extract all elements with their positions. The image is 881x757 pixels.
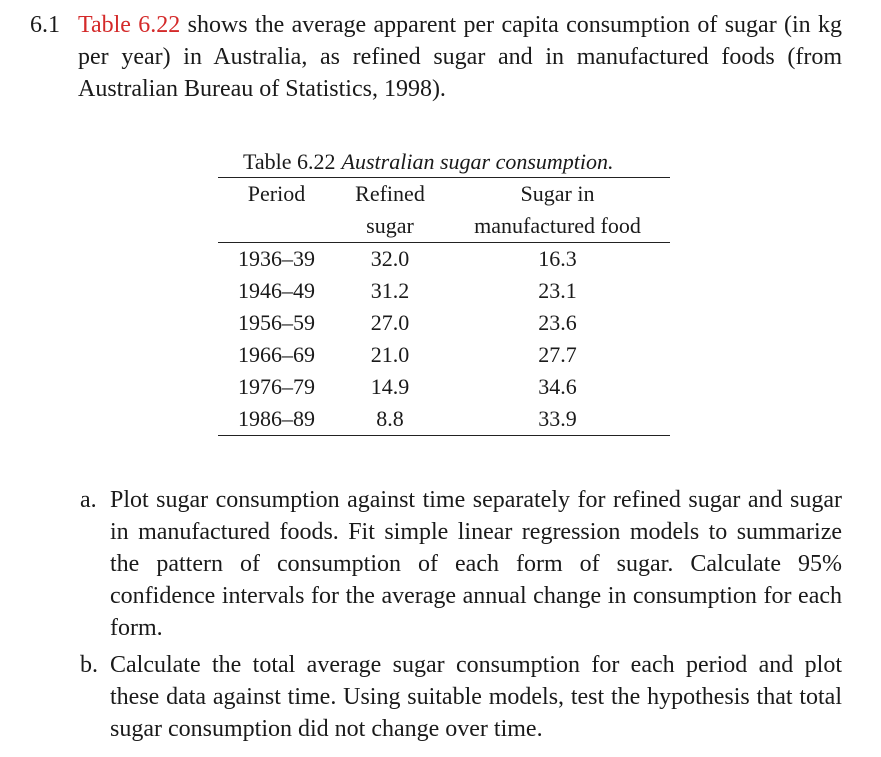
header-line: Period	[247, 181, 306, 206]
table-row: 1986–89 8.8 33.9	[218, 403, 670, 436]
question-text: Calculate the total average sugar consum…	[110, 652, 842, 742]
column-header: Sugar in manufactured food	[445, 178, 670, 243]
value-cell: 23.6	[538, 310, 577, 335]
table-row: 1956–59 27.0 23.6	[218, 307, 670, 339]
value-cell: 27.7	[538, 342, 577, 367]
value-cell: 27.0	[370, 310, 410, 335]
table-row: 1946–49 31.2 23.1	[218, 275, 670, 307]
value-cell: 23.1	[538, 278, 577, 303]
value-cell: 16.3	[538, 246, 577, 271]
table-body: 1936–39 32.0 16.3 1946–49 31.2 23.1 1956–59 27.…	[218, 243, 670, 436]
value-cell: 34.6	[538, 374, 577, 399]
value-cell: 31.2	[370, 278, 410, 303]
table-caption: Table 6.22 Australian sugar consumption.	[243, 146, 614, 178]
period-cell: 1976–79	[238, 374, 315, 399]
header-line: manufactured food	[474, 213, 641, 238]
period-cell: 1936–39	[238, 246, 315, 271]
value-cell: 21.0	[370, 342, 410, 367]
question-label: b.	[80, 652, 98, 678]
period-cell: 1956–59	[238, 310, 315, 335]
header-line: sugar	[366, 213, 414, 238]
header-row: Period Refined sugar Sugar in manufactured f…	[218, 177, 670, 243]
table-reference[interactable]: Table 6.22	[78, 12, 181, 38]
header-line: Sugar in	[520, 181, 595, 206]
table-row: 1966–69 21.0 27.7	[218, 339, 670, 371]
value-cell: 32.0	[370, 246, 410, 271]
exercise-number: 6.1	[30, 12, 60, 38]
value-cell: 33.9	[538, 406, 577, 431]
table-head: Period Refined sugar Sugar in manufactured f…	[218, 177, 670, 243]
question-label: a.	[80, 487, 97, 513]
caption-label: Table 6.22	[243, 149, 336, 174]
table-row: 1936–39 32.0 16.3	[218, 243, 670, 276]
table-row: 1976–79 14.9 34.6	[218, 371, 670, 403]
question-text: Plot sugar consumption against time sepa…	[110, 487, 842, 641]
column-header: Period	[218, 178, 335, 243]
value-cell: 8.8	[376, 406, 404, 431]
data-table: Period Refined sugar Sugar in manufactured f…	[218, 177, 670, 436]
period-cell: 1946–49	[238, 278, 315, 303]
period-cell: 1966–69	[238, 342, 315, 367]
column-header: Refined sugar	[335, 178, 445, 243]
header-line: Refined	[355, 181, 425, 206]
exercise-intro: Table 6.22 shows the average apparent pe…	[78, 9, 842, 105]
value-cell: 14.9	[370, 374, 410, 399]
intro-text: shows the average apparent per capita co…	[78, 12, 843, 102]
caption-title: Australian sugar consumption.	[341, 149, 614, 174]
period-cell: 1986–89	[238, 406, 315, 431]
